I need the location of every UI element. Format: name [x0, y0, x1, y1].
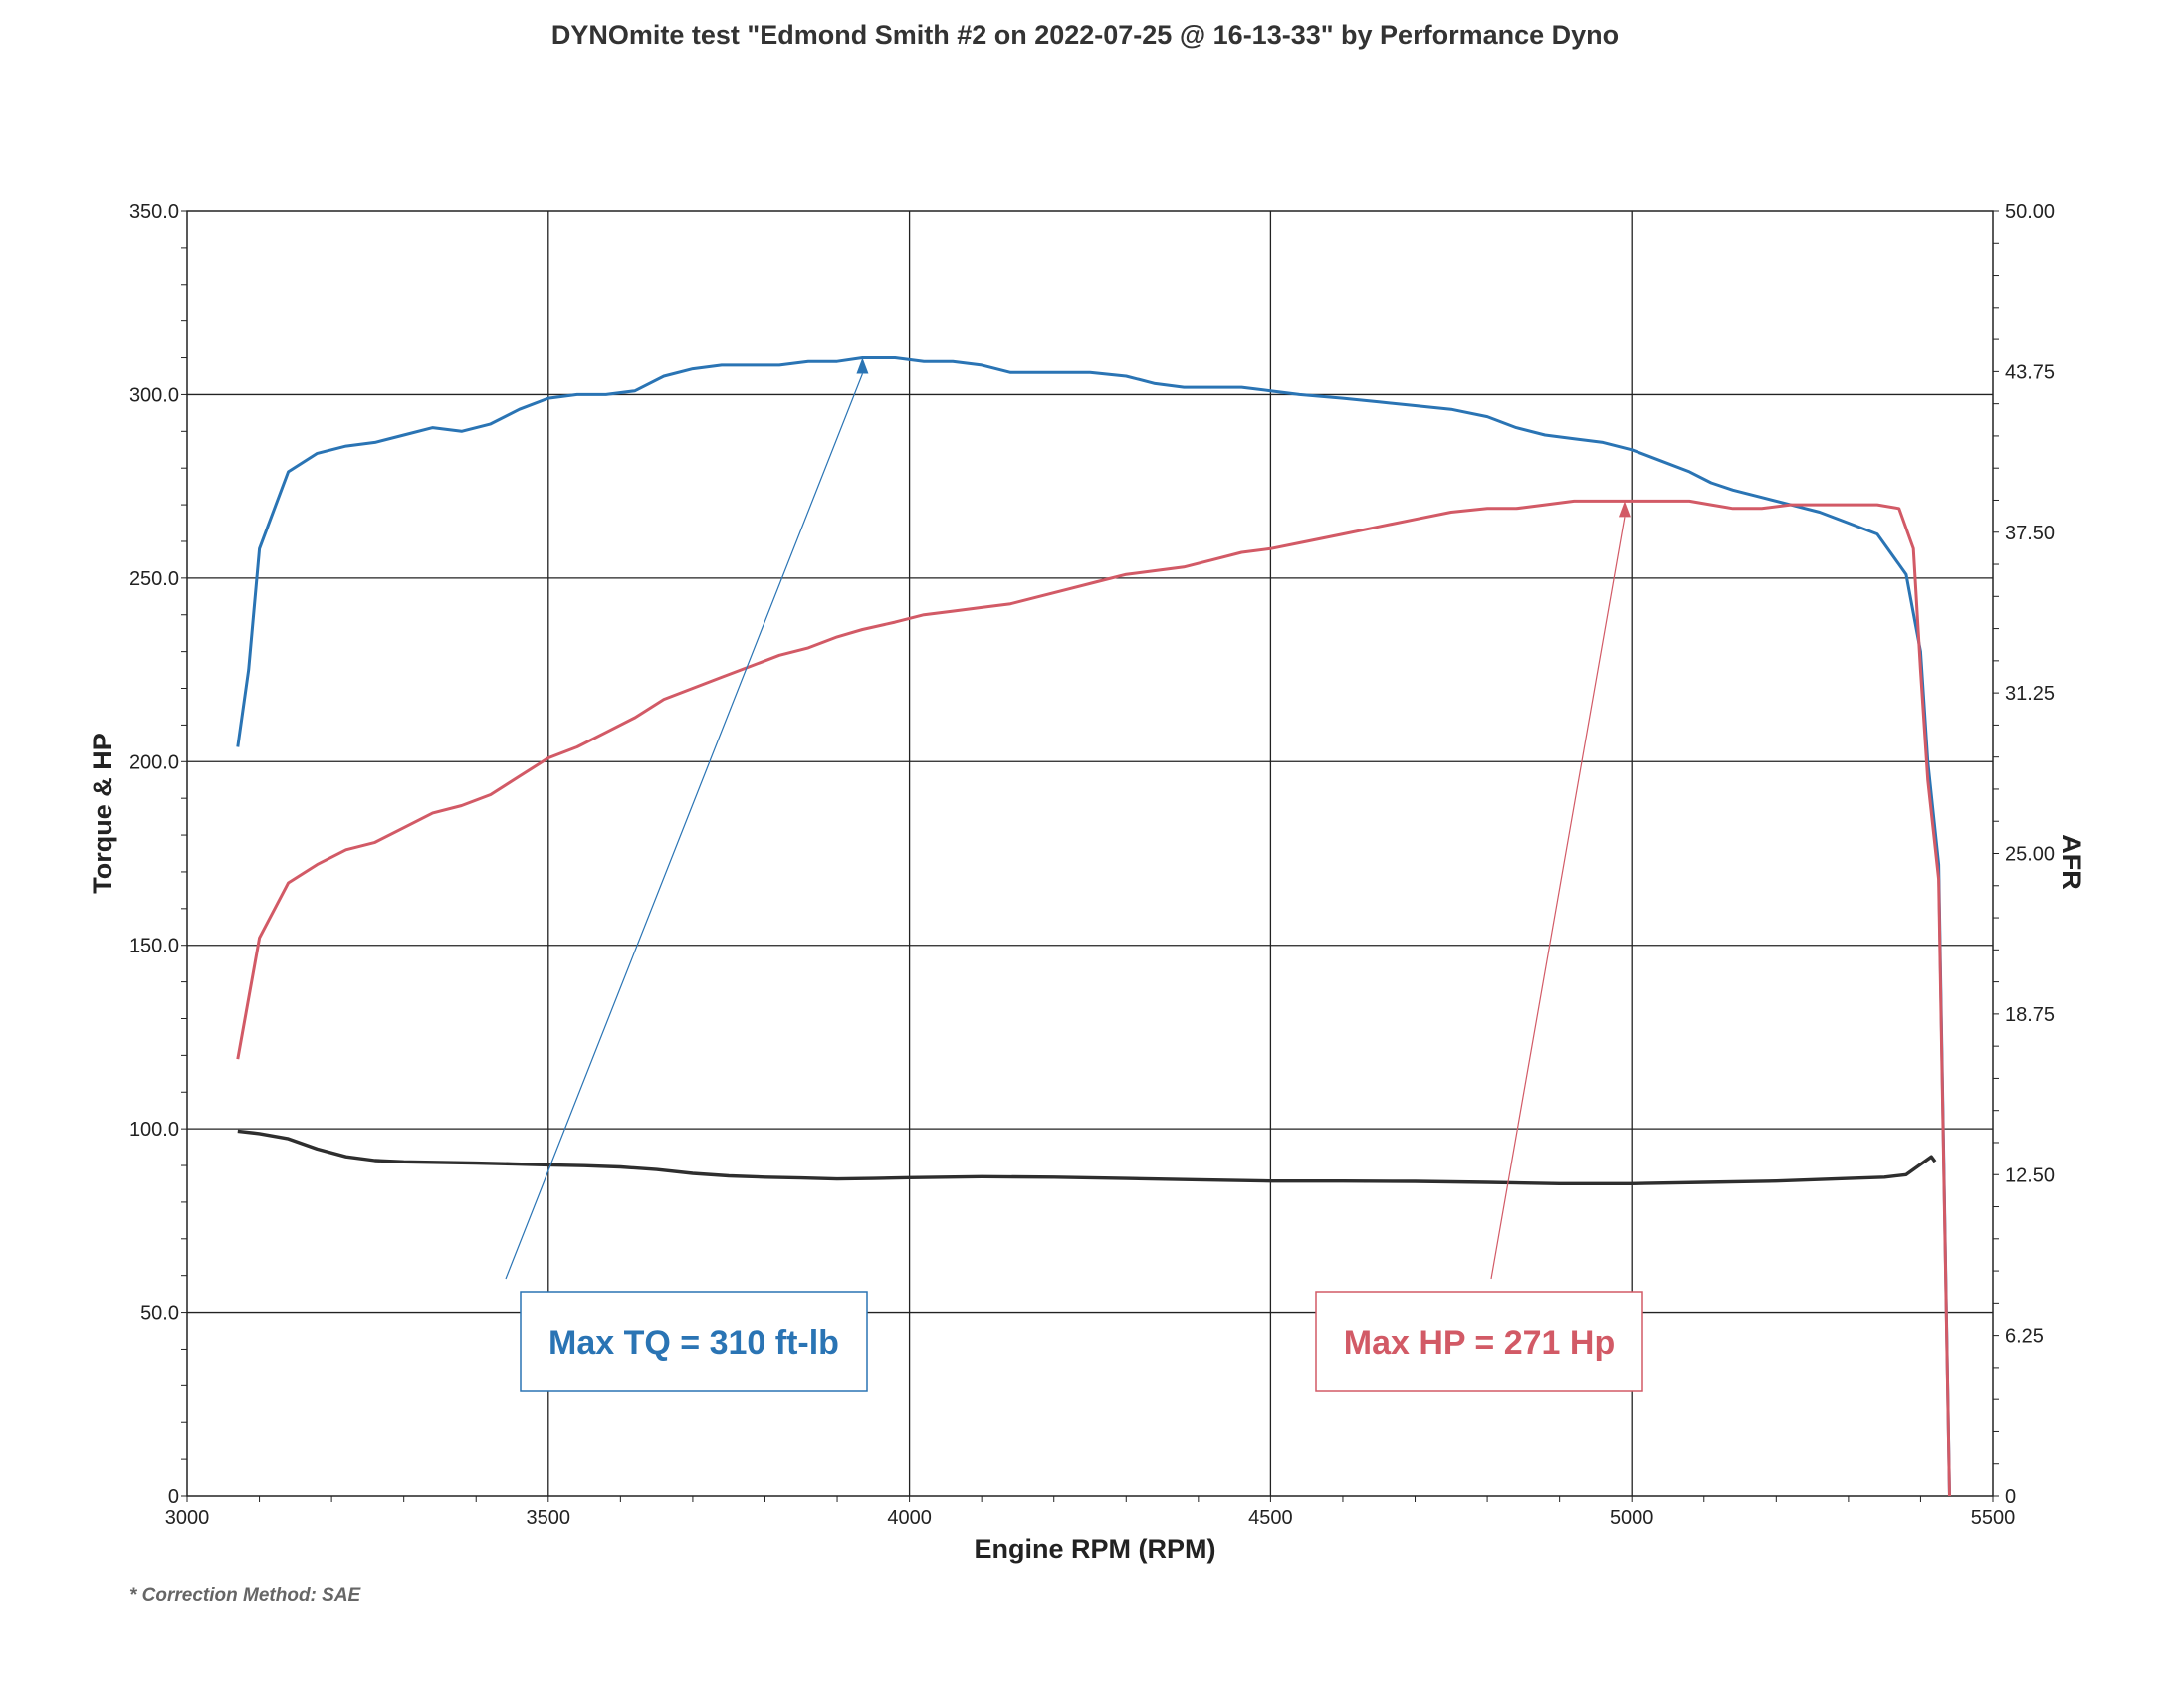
x-tick-label: 4000 — [887, 1507, 932, 1529]
horsepower-line — [236, 499, 1951, 1497]
torque-line — [236, 356, 1951, 1497]
annotation-leader — [505, 373, 863, 1280]
y2-tick-label: 12.50 — [2005, 1164, 2055, 1186]
x-tick-label: 5000 — [1610, 1507, 1654, 1529]
max-torque-box-label: Max TQ = 310 ft-lb — [548, 1324, 839, 1362]
plot-frame — [186, 210, 1994, 1497]
y-axis-title: Torque & HP — [88, 733, 117, 894]
y-tick-label: 250.0 — [129, 568, 179, 590]
chart-title: DYNOmite test "Edmond Smith #2 on 2022-0… — [551, 20, 1619, 50]
y-tick-label: 150.0 — [129, 936, 179, 957]
y-tick-label: 50.0 — [140, 1303, 179, 1325]
tick-labels: 3000 3500 4000 4500 5000 5500050.0100.0150.02… — [129, 201, 2055, 1529]
annotation-arrowhead — [856, 357, 869, 374]
annotation-arrowhead — [1618, 501, 1631, 518]
correction-note: * Correction Method: SAE — [129, 1586, 362, 1606]
max-torque-box — [520, 1291, 868, 1392]
afr-line — [237, 1129, 1937, 1185]
y2-tick-label: 0 — [2005, 1486, 2016, 1508]
x-axis-title: Engine RPM (RPM) — [975, 1534, 1216, 1564]
y2-tick-label: 43.75 — [2005, 361, 2055, 383]
y-tick-label: 200.0 — [129, 751, 179, 773]
x-tick-label: 4500 — [1248, 1507, 1293, 1529]
x-tick-label: 5500 — [1971, 1507, 2016, 1529]
y-tick-label: 0 — [168, 1486, 179, 1508]
y2-tick-label: 50.00 — [2005, 201, 2055, 223]
axes — [181, 210, 1999, 1502]
y2-tick-label: 37.50 — [2005, 523, 2055, 544]
series-lines — [236, 356, 1951, 1497]
x-tick-label: 3500 — [527, 1507, 571, 1529]
annotation-leader — [1490, 517, 1626, 1280]
y-tick-label: 350.0 — [129, 201, 179, 223]
y2-tick-label: 18.75 — [2005, 1004, 2055, 1026]
y-tick-label: 300.0 — [129, 384, 179, 406]
max-hp-box-label: Max HP = 271 Hp — [1344, 1324, 1615, 1362]
y2-tick-label: 25.00 — [2005, 844, 2055, 866]
x-tick-label: 3000 — [165, 1507, 210, 1529]
grid — [187, 211, 1993, 1496]
y2-tick-label: 31.25 — [2005, 683, 2055, 705]
annotations: Max TQ = 310 ft-lb Max HP = 271 Hp — [505, 357, 1643, 1392]
y2-axis-title: AFR — [2057, 834, 2086, 890]
y2-tick-label: 6.25 — [2005, 1326, 2044, 1348]
y-tick-label: 100.0 — [129, 1119, 179, 1141]
max-hp-box — [1315, 1291, 1643, 1392]
